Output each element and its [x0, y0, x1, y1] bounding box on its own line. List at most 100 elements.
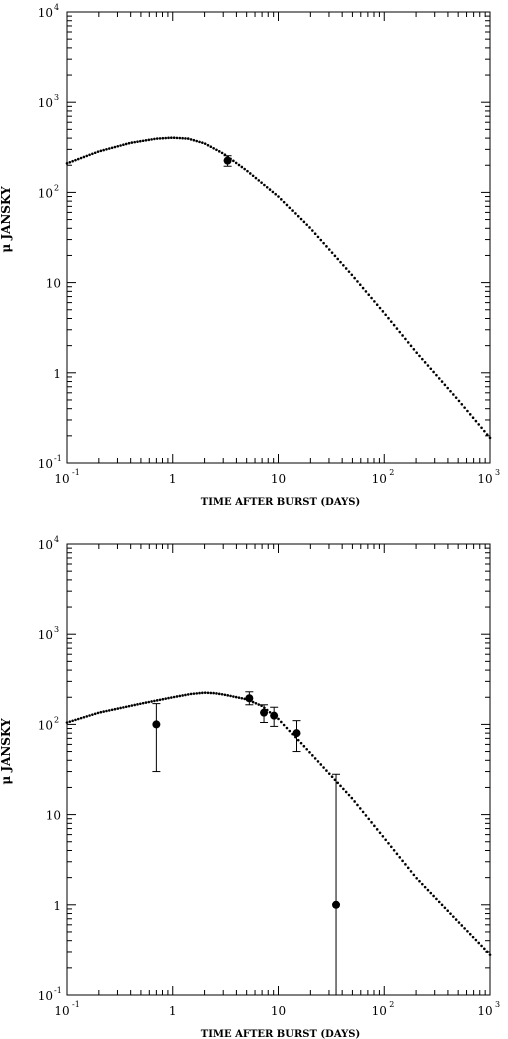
- curve-dot: [71, 159, 74, 163]
- curve-dot: [449, 389, 452, 393]
- curve-dot: [421, 882, 424, 886]
- curve-dot: [299, 217, 303, 221]
- curve-dot: [311, 229, 314, 232]
- curve-dot: [76, 157, 80, 161]
- curve-dot: [124, 142, 128, 146]
- curve-dot: [170, 696, 173, 699]
- curve-dot: [280, 198, 283, 201]
- curve-dot: [480, 426, 483, 430]
- curve-dot: [325, 769, 328, 772]
- curve-dot: [153, 699, 156, 703]
- curve-dot: [398, 330, 402, 334]
- curve-dot: [139, 139, 142, 143]
- curve-dot: [237, 696, 241, 699]
- data-point: [152, 703, 161, 773]
- curve-dot: [344, 267, 348, 270]
- curve-dot: [429, 891, 433, 895]
- curve-dot: [234, 161, 238, 165]
- curve-dot: [282, 200, 286, 204]
- curve-dot: [91, 713, 94, 716]
- curve-dot: [443, 383, 447, 387]
- curve-dot: [364, 290, 368, 293]
- curve-dot: [175, 695, 179, 698]
- x-tick-label-exponent: 3: [495, 468, 500, 477]
- curve-dot: [223, 693, 227, 697]
- curve-dot: [85, 715, 89, 718]
- curve-dot: [460, 402, 464, 406]
- curve-dot: [240, 165, 244, 169]
- curve-dot: [108, 147, 111, 150]
- curve-dot: [274, 192, 277, 196]
- y-tick-label-exponent: 4: [54, 535, 59, 544]
- curve-dot: [93, 712, 97, 716]
- curve-dot: [189, 138, 193, 141]
- curve-dot: [209, 145, 213, 149]
- curve-dot: [271, 190, 275, 194]
- curve-dot: [116, 707, 120, 710]
- curve-dot: [437, 900, 441, 904]
- curve-dot: [116, 144, 120, 148]
- data-point: [223, 155, 232, 167]
- curve-dot: [113, 707, 117, 711]
- x-tick-label: 10: [54, 1004, 69, 1018]
- curve-dot: [308, 226, 311, 229]
- curve-dot: [488, 436, 492, 440]
- x-tick-label: 1: [169, 472, 177, 486]
- curve-dot: [141, 139, 145, 143]
- curve-dot: [285, 203, 289, 207]
- axis-ticks: [66, 543, 491, 996]
- curve-dot: [113, 145, 117, 149]
- curve-dot: [282, 723, 286, 727]
- curve-dot: [254, 176, 258, 180]
- curve-dot: [390, 845, 393, 849]
- curve-dot: [308, 750, 311, 754]
- curve-dot: [127, 141, 131, 145]
- curve-dot: [339, 784, 342, 788]
- curve-dot: [141, 701, 145, 705]
- data-point: [260, 704, 269, 723]
- curve-dot: [102, 148, 105, 152]
- y-axis-title: μ JANSKY: [0, 718, 13, 785]
- curve-dot: [158, 137, 162, 140]
- curve-dot: [212, 146, 215, 150]
- x-tick-label: 1: [169, 1004, 177, 1018]
- curve-dot: [195, 139, 199, 143]
- curve-dot: [201, 141, 204, 144]
- curve-dot: [226, 694, 230, 697]
- curve-dot: [144, 701, 148, 704]
- curve-dot: [217, 150, 221, 153]
- curve-dot: [406, 341, 410, 344]
- curve-dot: [361, 286, 365, 290]
- curve-dot: [311, 754, 314, 757]
- curve-dot: [119, 706, 122, 710]
- curve-dot: [251, 700, 255, 704]
- x-axis-title: TIME AFTER BURST (DAYS): [201, 497, 360, 508]
- curve-dot: [460, 924, 464, 927]
- curve-dot: [150, 700, 153, 703]
- curve-dot: [99, 149, 103, 153]
- curve-dot: [288, 206, 292, 210]
- curve-dot: [446, 909, 450, 913]
- curve-dot: [302, 220, 306, 224]
- curve-dot: [401, 334, 404, 337]
- x-tick-label: 10: [271, 472, 286, 486]
- curve-dot: [395, 327, 399, 330]
- curve-dot: [466, 929, 469, 933]
- curve-dot: [316, 760, 320, 763]
- curve-dot: [203, 691, 207, 694]
- curve-dot: [147, 138, 151, 142]
- curve-dot: [265, 185, 269, 189]
- curve-dot: [435, 897, 438, 901]
- curve-dot: [423, 885, 427, 889]
- curve-dot: [415, 351, 418, 354]
- curve-dot: [319, 238, 323, 242]
- x-tick-label: 10: [372, 1004, 387, 1018]
- curve-dot: [429, 367, 433, 371]
- curve-dot: [133, 703, 136, 707]
- curve-dot: [485, 950, 489, 954]
- curve-dot: [387, 841, 390, 845]
- curve-dot: [79, 716, 83, 720]
- curve-dot: [483, 947, 486, 951]
- curve-dot: [364, 814, 368, 817]
- curve-dot: [119, 144, 122, 147]
